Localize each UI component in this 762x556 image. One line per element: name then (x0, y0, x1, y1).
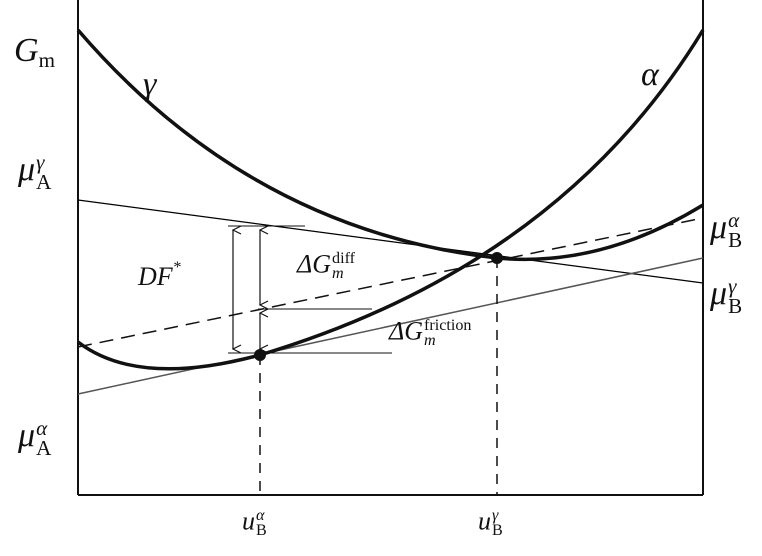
x-gamma-sub: B (492, 522, 503, 540)
delta-g-diff-symbol: ΔG (297, 249, 332, 279)
parallel-tangent-dashed (77, 217, 704, 348)
mu-a-alpha-symbol: μ (18, 416, 36, 454)
gamma-composition-point (491, 252, 503, 264)
mu-a-alpha-sub: A (36, 436, 52, 461)
alpha-composition-point (254, 349, 266, 361)
driving-force-text: DF (138, 262, 173, 291)
mu-b-gamma-symbol: μ (710, 274, 728, 312)
mu-a-gamma-sub: A (36, 170, 52, 195)
x-alpha-sup: α (256, 507, 265, 524)
driving-force-sup: * (172, 259, 181, 277)
alpha-phase-label: α (641, 56, 659, 93)
mu-a-gamma-symbol: μ (18, 150, 36, 188)
delta-g-friction-symbol: ΔG (389, 316, 424, 346)
gibbs-symbol: G (14, 32, 39, 69)
mu-a-gamma-sup: γ (36, 150, 45, 174)
mu-b-gamma-sub: B (728, 294, 743, 319)
delta-g-diff-sub: m (332, 265, 344, 283)
x-alpha-sub: B (256, 522, 267, 540)
gibbs-axis-label: Gm (14, 32, 55, 71)
mu-b-gamma-sup: γ (728, 274, 737, 298)
mu-b-alpha-sub: B (728, 228, 743, 253)
x-gamma-symbol: u (478, 506, 491, 536)
driving-force-label: DF* (138, 260, 181, 291)
mu-a-alpha-sup: α (36, 416, 48, 440)
delta-g-diff-sup: diff (332, 250, 356, 267)
alpha-tangent-line (77, 257, 704, 395)
gamma-curve (76, 28, 704, 262)
gamma-phase-label: γ (143, 66, 157, 103)
delta-g-friction-label: ΔG friction m (389, 316, 472, 350)
x-alpha-symbol: u (242, 506, 255, 536)
mu-b-alpha-sup: α (728, 208, 740, 232)
x-gamma-sup: γ (492, 507, 499, 524)
delta-g-friction-sub: m (424, 332, 436, 350)
alpha-curve (76, 29, 705, 371)
gamma-tangent-line (77, 199, 704, 284)
mu-b-alpha-symbol: μ (710, 208, 728, 246)
delta-g-friction-sup: friction (424, 317, 472, 334)
gibbs-subscript: m (38, 47, 55, 72)
delta-g-diff-label: ΔG diff m (297, 249, 356, 283)
